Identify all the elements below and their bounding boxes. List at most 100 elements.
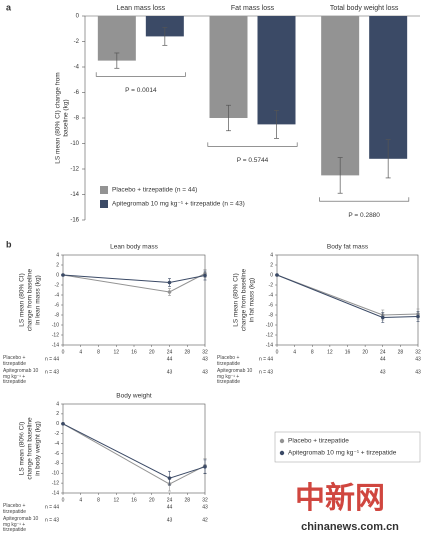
y-tick-label: -2 (269, 282, 274, 288)
x-tick-label: 12 (113, 349, 119, 355)
x-tick-label: 20 (149, 349, 155, 355)
n-label: n = 44 (259, 356, 273, 362)
y-tick-label: -6 (74, 90, 80, 96)
y-tick-label: -2 (74, 39, 80, 45)
y-tick-label: -6 (269, 302, 274, 308)
x-tick-label: 32 (415, 349, 421, 355)
n-row-label: Placebo + tirzepatide (3, 503, 27, 515)
y-tick-label: -10 (52, 322, 59, 328)
y-tick-label: 2 (56, 262, 59, 268)
p-bracket (95, 72, 186, 77)
x-tick-label: 12 (113, 497, 119, 503)
p-bracket (319, 197, 410, 202)
n-label: 43 (380, 369, 386, 375)
n-row-label: Placebo + tirzepatide (3, 355, 27, 367)
y-tick-label: -16 (70, 218, 79, 224)
x-tick-label: 4 (79, 349, 82, 355)
n-label: 43 (415, 356, 421, 362)
line (276, 274, 419, 319)
chart-title: Body weight (116, 393, 152, 400)
line (276, 274, 419, 316)
legend-marker (279, 450, 285, 456)
x-tick-label: 16 (345, 349, 351, 355)
chart-title: Body fat mass (327, 244, 369, 251)
x-tick-label: 28 (184, 497, 190, 503)
y-tick-label: -6 (55, 451, 60, 457)
y-tick-label: -10 (52, 471, 59, 477)
n-label: 44 (167, 356, 173, 362)
x-tick-label: 32 (202, 349, 208, 355)
legend-label: Apitegromab 10 mg kg⁻¹ + tirzepatide (288, 450, 397, 457)
n-row-label: Apitegromab 10 mg kg⁻¹ + tirzepatide (3, 516, 39, 533)
n-row-label: Apitegromab 10 mg kg⁻¹ + tirzepatide (3, 368, 39, 385)
x-tick-label: 0 (62, 349, 65, 355)
y-tick-label: -14 (266, 342, 273, 348)
category-label: Total body weight loss (330, 5, 399, 12)
p-value: P = 0.0014 (125, 87, 157, 94)
plot-frame (62, 254, 206, 346)
legend-label: Placebo + tirzepatide (n = 44) (112, 187, 197, 194)
y-tick-label: -2 (55, 282, 60, 288)
chart-title: Lean body mass (110, 244, 158, 251)
n-label: n = 44 (45, 504, 59, 510)
y-tick-label: -14 (52, 342, 59, 348)
n-label: n = 43 (45, 369, 59, 375)
x-tick-label: 28 (398, 349, 404, 355)
panel-label: b (6, 239, 12, 249)
y-tick-label: 4 (56, 252, 59, 258)
y-axis-label: change from baseline (27, 269, 34, 332)
n-label: 43 (202, 369, 208, 375)
y-tick-label: -10 (70, 141, 79, 147)
y-tick-label: -12 (52, 480, 59, 486)
y-tick-label: -12 (70, 167, 79, 173)
point (203, 464, 207, 469)
x-tick-label: 0 (276, 349, 279, 355)
y-tick-label: -12 (266, 332, 273, 338)
point (61, 273, 65, 277)
y-tick-label: -6 (55, 302, 60, 308)
legend-label: Placebo + tirzepatide (288, 438, 349, 445)
n-label: 43 (202, 504, 208, 510)
x-tick-label: 4 (293, 349, 296, 355)
legend-box (274, 431, 421, 463)
y-tick-label: -4 (269, 292, 274, 298)
y-axis-label: in lean mass (kg) (35, 275, 42, 325)
n-label: 44 (380, 356, 386, 362)
n-label: 43 (415, 369, 421, 375)
category-label: Fat mass loss (231, 5, 275, 12)
y-tick-label: 2 (270, 262, 273, 268)
y-axis-label: change from baseline (241, 269, 248, 332)
point (167, 290, 172, 294)
x-tick-label: 20 (149, 497, 155, 503)
y-axis-label: LS mean (80% CI) (19, 422, 26, 475)
line (62, 423, 206, 485)
n-row-label: Apitegromab 10 mg kg⁻¹ + tirzepatide (217, 368, 253, 385)
n-label: 44 (167, 504, 173, 510)
watermark-site: chinanews.com.cn (301, 521, 399, 533)
legend-swatch (100, 200, 108, 208)
n-label: n = 43 (45, 517, 59, 523)
p-bracket (207, 142, 298, 147)
y-tick-label: -8 (55, 312, 60, 318)
point (380, 315, 385, 320)
bar (321, 16, 360, 176)
x-tick-label: 8 (97, 497, 100, 503)
y-axis-label: change from baseline (27, 417, 34, 480)
point (203, 273, 207, 278)
y-axis-label: in fat mass (kg) (249, 278, 256, 322)
point (416, 314, 420, 319)
y-axis-label: baseline (kg) (63, 99, 70, 136)
y-tick-label: -8 (55, 461, 60, 467)
y-tick-label: -14 (52, 490, 59, 496)
n-label: 42 (202, 517, 208, 523)
legend-marker (279, 438, 285, 444)
x-tick-label: 8 (311, 349, 314, 355)
y-tick-label: -12 (52, 332, 59, 338)
category-label: Lean mass loss (117, 5, 166, 12)
point (167, 280, 172, 285)
y-tick-label: 2 (56, 411, 59, 417)
x-tick-label: 16 (131, 349, 137, 355)
n-label: 43 (167, 369, 173, 375)
y-tick-label: 0 (56, 421, 59, 427)
